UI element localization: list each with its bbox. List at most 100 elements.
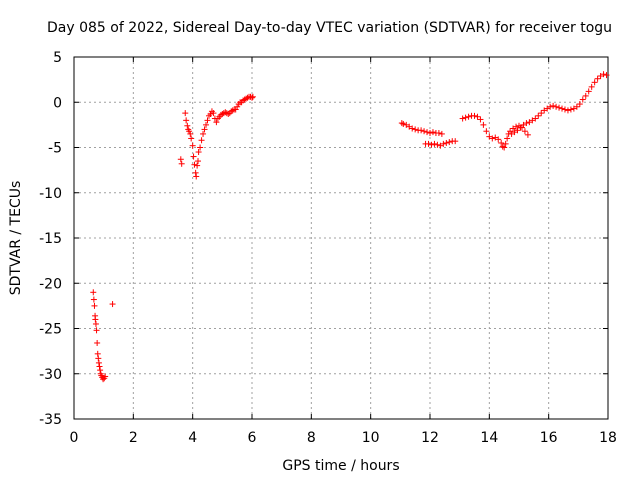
data-point (249, 93, 256, 100)
data-point (249, 94, 255, 101)
data-point (92, 320, 99, 327)
data-point (582, 92, 589, 99)
y-tick-label: -10 (39, 186, 62, 202)
y-tick-label: -25 (39, 322, 62, 338)
data-point (462, 114, 469, 121)
data-point (428, 141, 435, 148)
y-tick-label: -20 (39, 276, 62, 292)
data-point (95, 355, 102, 362)
data-point (521, 128, 528, 135)
grid (74, 57, 608, 419)
data-point (90, 289, 97, 296)
data-point (429, 129, 436, 136)
data-point (435, 130, 442, 137)
data-point (200, 130, 207, 137)
data-point (585, 88, 592, 95)
data-point (594, 75, 601, 82)
data-point (507, 128, 514, 135)
data-point (191, 161, 198, 168)
data-point (603, 72, 610, 79)
x-tick-label: 12 (421, 430, 439, 446)
y-tick-label: -5 (48, 141, 62, 157)
data-point (95, 359, 102, 366)
x-tick-label: 18 (599, 430, 617, 446)
data-point (178, 160, 185, 167)
data-point (109, 301, 116, 308)
data-point (183, 117, 190, 124)
x-tick-label: 14 (480, 430, 498, 446)
data-point (412, 126, 419, 133)
data-point (474, 113, 481, 120)
y-tick-label: 0 (53, 95, 62, 111)
data-point (498, 139, 505, 146)
data-point (189, 142, 196, 149)
data-point (431, 140, 438, 147)
data-point (440, 140, 447, 147)
data-point (182, 110, 189, 117)
axis-ticks: 0 2 4 6 8 10 12 14 16 18 -35 -30 -25 -20 -15 -10 -5 0 5 (39, 50, 617, 446)
data-point (502, 140, 509, 147)
data-point (514, 127, 521, 134)
data-point (195, 149, 202, 156)
data-point (188, 135, 195, 142)
data-point (418, 127, 425, 134)
x-tick-label: 0 (70, 430, 79, 446)
data-point (91, 302, 98, 309)
data-point (535, 112, 542, 119)
data-point (483, 128, 490, 135)
data-point (198, 137, 205, 144)
data-point (94, 339, 101, 346)
data-point (213, 119, 220, 126)
data-point (561, 106, 568, 113)
data-point (600, 71, 607, 78)
data-point (210, 110, 217, 117)
data-marks (90, 71, 610, 383)
data-point (201, 126, 208, 133)
data-point (443, 139, 450, 146)
data-point (591, 79, 598, 86)
data-point (538, 110, 545, 117)
data-point (499, 143, 506, 150)
data-point (523, 120, 530, 127)
x-axis-label: GPS time / hours (282, 458, 399, 474)
data-point (550, 102, 557, 109)
data-point (573, 103, 580, 110)
data-point (400, 120, 407, 127)
data-point (425, 140, 432, 147)
data-point (501, 144, 508, 151)
data-point (192, 169, 199, 176)
data-point (576, 101, 583, 108)
x-tick-label: 8 (307, 430, 316, 446)
data-point (102, 373, 109, 380)
data-point (564, 107, 571, 114)
data-point (232, 106, 239, 113)
data-point (177, 156, 184, 163)
data-point (207, 111, 214, 118)
y-tick-label: 5 (53, 50, 62, 66)
data-point (579, 96, 586, 103)
data-point (193, 173, 200, 180)
data-point (524, 131, 531, 138)
x-tick-label: 16 (540, 430, 558, 446)
data-point (471, 112, 478, 119)
data-point (553, 103, 560, 110)
data-point (427, 130, 433, 137)
data-point (225, 111, 232, 118)
data-point (480, 121, 487, 128)
data-point (477, 116, 484, 123)
data-point (234, 103, 241, 110)
data-point (197, 144, 204, 151)
x-tick-label: 10 (362, 430, 380, 446)
data-point (452, 138, 459, 145)
data-point (424, 129, 431, 136)
data-point (204, 117, 211, 124)
data-point (532, 115, 539, 122)
x-tick-label: 4 (188, 430, 197, 446)
y-tick-label: -35 (39, 412, 62, 428)
data-point (184, 122, 191, 129)
y-tick-label: -30 (39, 367, 62, 383)
data-point (187, 130, 194, 137)
data-point (409, 125, 416, 132)
data-point (446, 139, 453, 146)
